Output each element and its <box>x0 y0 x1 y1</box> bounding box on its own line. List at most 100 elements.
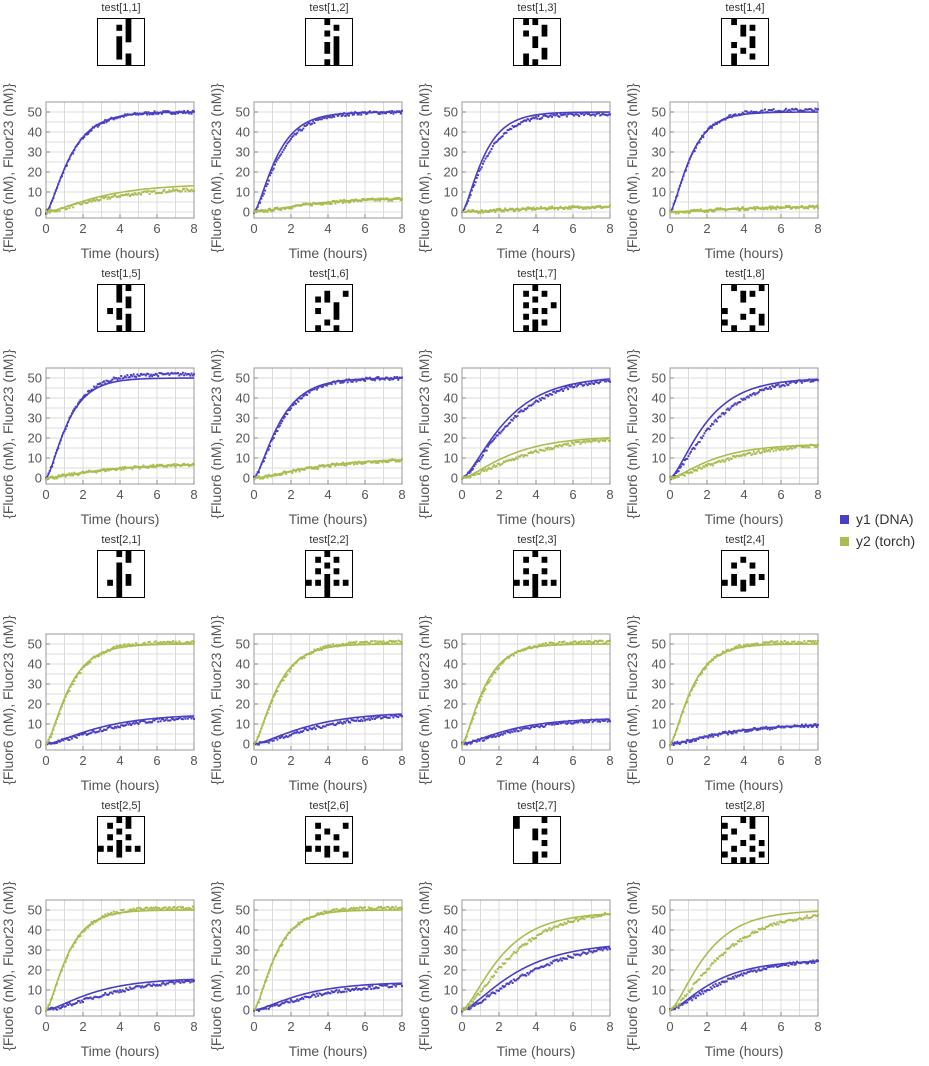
data-point <box>776 205 779 208</box>
data-point <box>333 723 336 726</box>
data-point <box>333 115 336 118</box>
data-point <box>186 717 189 720</box>
data-point <box>599 114 602 117</box>
data-point <box>741 111 744 114</box>
data-point <box>152 113 155 116</box>
data-point <box>740 454 743 457</box>
data-point <box>723 731 726 734</box>
data-point <box>553 390 556 393</box>
data-point <box>396 376 399 379</box>
data-point <box>522 409 525 412</box>
data-point <box>807 207 810 210</box>
data-point <box>500 430 503 433</box>
pattern-pixel <box>532 585 539 592</box>
data-point <box>183 187 186 190</box>
data-point <box>480 990 483 993</box>
data-point <box>313 726 316 729</box>
data-point <box>685 1001 688 1004</box>
data-point <box>506 958 509 961</box>
x-tick-label: 0 <box>250 221 257 236</box>
data-point <box>743 972 745 975</box>
data-point <box>699 467 702 470</box>
data-point <box>272 739 275 742</box>
data-point <box>551 393 554 396</box>
data-point <box>515 728 518 731</box>
data-point <box>293 132 296 135</box>
data-point <box>152 719 155 722</box>
data-point <box>96 655 99 658</box>
data-point <box>783 447 786 450</box>
y-axis-label: {Fluor6 (nM), Fluor23 (nM)} <box>208 881 224 1051</box>
data-point <box>755 452 758 455</box>
data-point <box>93 385 96 388</box>
data-point <box>696 679 699 682</box>
data-point <box>391 109 394 112</box>
data-point <box>188 190 191 193</box>
data-point <box>792 640 795 643</box>
data-point <box>308 917 311 920</box>
data-point <box>488 995 491 998</box>
data-point <box>328 910 331 913</box>
data-point <box>49 1006 52 1009</box>
pattern-pixel <box>532 857 539 863</box>
data-point <box>726 733 729 736</box>
data-point <box>713 462 716 465</box>
y-tick-label: 50 <box>236 371 250 386</box>
data-point <box>755 642 758 645</box>
data-point <box>805 914 808 917</box>
data-point <box>775 923 778 926</box>
data-point <box>599 639 602 642</box>
data-point <box>339 381 342 384</box>
data-point <box>191 109 194 112</box>
data-point <box>371 378 374 381</box>
data-point <box>509 731 512 734</box>
data-point <box>562 207 565 210</box>
data-point <box>163 188 166 191</box>
data-point <box>386 461 389 464</box>
data-point <box>125 987 128 990</box>
data-point <box>193 373 195 376</box>
data-point <box>755 110 758 113</box>
data-point <box>281 420 284 423</box>
data-point <box>340 908 343 911</box>
data-point <box>597 112 600 115</box>
data-point <box>304 995 307 998</box>
data-point <box>683 474 686 477</box>
data-point <box>77 1000 80 1002</box>
data-point <box>596 439 599 442</box>
y-tick-label: 20 <box>652 165 666 180</box>
data-point <box>602 947 605 950</box>
data-point <box>588 915 591 918</box>
data-point <box>175 717 178 720</box>
data-point <box>817 639 819 642</box>
data-point <box>538 726 541 729</box>
data-point <box>148 113 151 116</box>
data-point <box>754 208 757 211</box>
data-point <box>495 208 498 211</box>
data-point <box>116 644 119 647</box>
data-point <box>766 641 769 644</box>
data-point <box>590 381 593 384</box>
data-point <box>544 723 547 726</box>
x-tick-label: 8 <box>814 1019 821 1034</box>
data-point <box>537 725 540 728</box>
data-point <box>688 452 691 455</box>
data-point <box>101 729 104 732</box>
data-point <box>109 913 112 916</box>
data-point <box>355 719 358 722</box>
data-point <box>364 379 366 382</box>
data-point <box>189 374 192 377</box>
data-point <box>473 464 476 467</box>
data-point <box>361 720 364 723</box>
data-point <box>162 907 165 910</box>
data-point <box>277 949 280 952</box>
data-point <box>796 918 799 921</box>
y-tick-label: 50 <box>652 637 666 652</box>
data-point <box>746 643 749 646</box>
data-point <box>812 914 815 917</box>
data-point <box>128 722 131 725</box>
data-point <box>303 656 306 659</box>
y-tick-label: 10 <box>28 185 42 200</box>
data-point <box>574 954 577 957</box>
data-point <box>815 108 818 111</box>
